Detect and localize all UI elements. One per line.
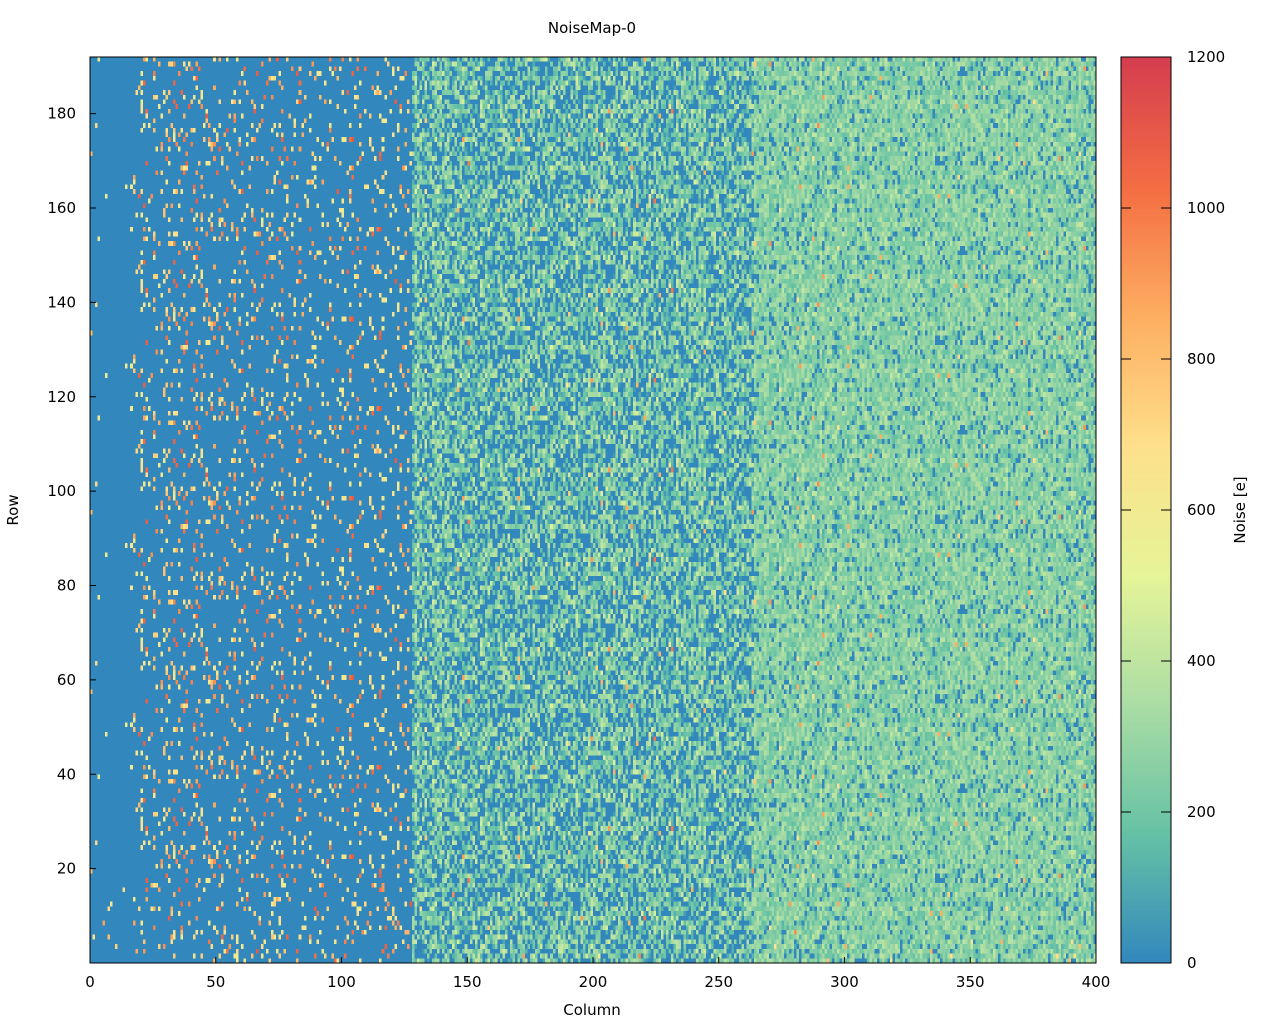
x-tick-label: 50: [206, 973, 225, 991]
chart-title: NoiseMap-0: [548, 19, 636, 37]
x-tick-label: 100: [327, 973, 356, 991]
y-tick-label: 20: [57, 860, 76, 878]
colorbar-tick-label: 1200: [1187, 48, 1225, 66]
x-tick-label: 150: [453, 973, 482, 991]
x-tick-label: 0: [85, 973, 95, 991]
y-tick-label: 140: [47, 293, 76, 311]
y-axis-label: Row: [4, 494, 22, 525]
colorbar-tick-label: 400: [1187, 652, 1216, 670]
colorbar-tick-label: 0: [1187, 954, 1197, 972]
colorbar-tick-label: 200: [1187, 803, 1216, 821]
y-tick-label: 160: [47, 199, 76, 217]
x-tick-label: 400: [1082, 973, 1111, 991]
y-tick-label: 60: [57, 671, 76, 689]
y-tick-label: 40: [57, 765, 76, 783]
x-tick-label: 200: [579, 973, 608, 991]
colorbar-tick-label: 800: [1187, 350, 1216, 368]
plot-border: [89, 56, 1097, 964]
y-tick-label: 80: [57, 577, 76, 595]
x-axis-label: Column: [563, 1001, 620, 1019]
heatmap-cells: [90, 57, 1096, 963]
y-tick-label: 180: [47, 105, 76, 123]
y-tick-label: 100: [47, 482, 76, 500]
x-tick-label: 250: [704, 973, 733, 991]
colorbar-tick-label: 600: [1187, 501, 1216, 519]
colorbar-tick-label: 1000: [1187, 199, 1225, 217]
x-tick-label: 300: [830, 973, 859, 991]
colorbar-label: Noise [e]: [1231, 476, 1249, 543]
x-tick-label: 350: [956, 973, 985, 991]
y-tick-label: 120: [47, 388, 76, 406]
